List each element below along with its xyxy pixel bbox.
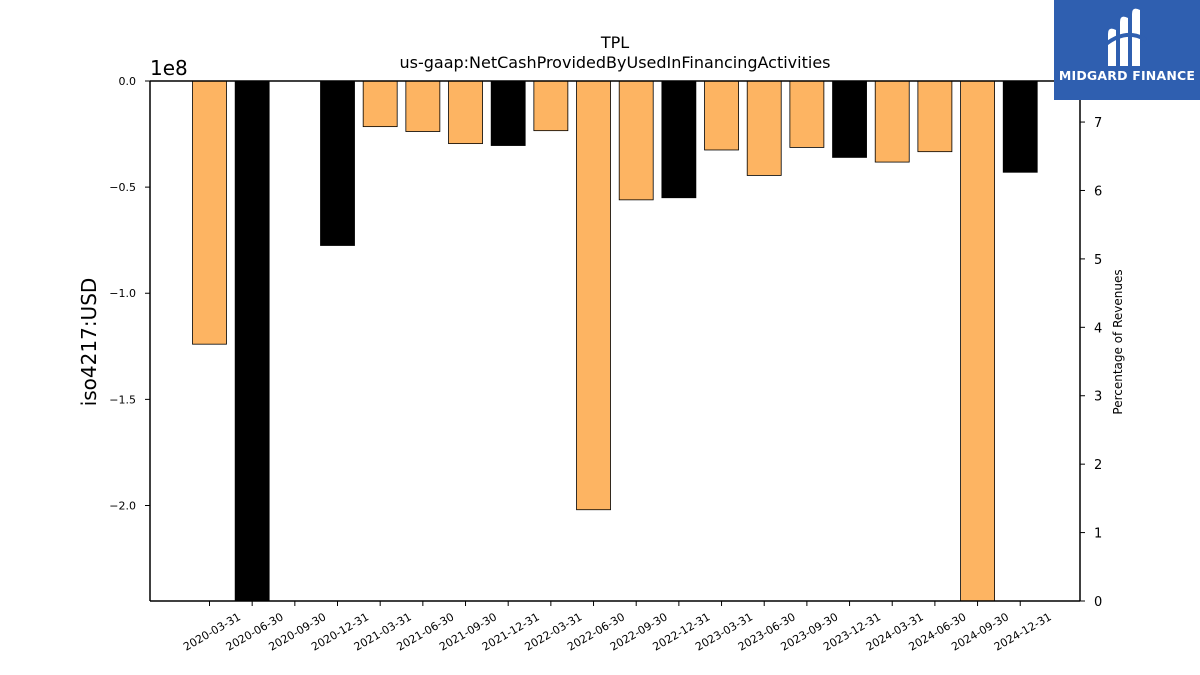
brand-name: MIDGARD FINANCE — [1058, 68, 1196, 83]
bar — [789, 80, 825, 148]
bar — [746, 80, 782, 176]
y-axis-label: iso4217:USD — [77, 278, 101, 407]
bar — [832, 80, 867, 158]
y2-tick-label: 6 — [1094, 184, 1102, 199]
y-tick-label: −1.5 — [109, 393, 136, 406]
bar — [960, 80, 995, 602]
bar — [405, 80, 441, 132]
y-tick-label: −0.5 — [109, 181, 136, 194]
y2-tick-label: 2 — [1094, 458, 1102, 473]
chart-subtitle: us-gaap:NetCashProvidedByUsedInFinancing… — [399, 53, 830, 72]
bar — [320, 80, 355, 246]
bar — [448, 80, 483, 145]
y2-tick-label: 7 — [1094, 116, 1102, 131]
y-tick-label: −1.0 — [109, 287, 136, 300]
y2-tick-label: 3 — [1094, 390, 1102, 405]
brand-logo: MIDGARD FINANCE — [1054, 0, 1200, 100]
bar — [704, 80, 739, 151]
y2-tick-label: 5 — [1094, 253, 1102, 268]
bar — [874, 80, 910, 163]
bar — [192, 80, 227, 345]
y-tick-label: 0.0 — [119, 75, 137, 88]
bar — [234, 80, 270, 602]
bar — [917, 80, 953, 153]
bar — [533, 80, 569, 132]
bar — [576, 80, 611, 511]
bar — [1002, 80, 1038, 173]
y-tick-label: −2.0 — [109, 499, 136, 512]
y-offset-label: 1e8 — [150, 56, 188, 80]
bar — [362, 80, 398, 128]
bar — [618, 80, 654, 201]
chart-title: TPL — [600, 33, 629, 52]
y2-tick-label: 0 — [1094, 595, 1102, 610]
midgard-logo-icon — [1104, 8, 1148, 67]
y2-tick-label: 1 — [1094, 527, 1102, 542]
bar — [661, 80, 697, 199]
y2-tick-label: 4 — [1094, 321, 1102, 336]
bar — [490, 80, 526, 146]
y2-axis-label: Percentage of Revenues — [1111, 269, 1125, 414]
